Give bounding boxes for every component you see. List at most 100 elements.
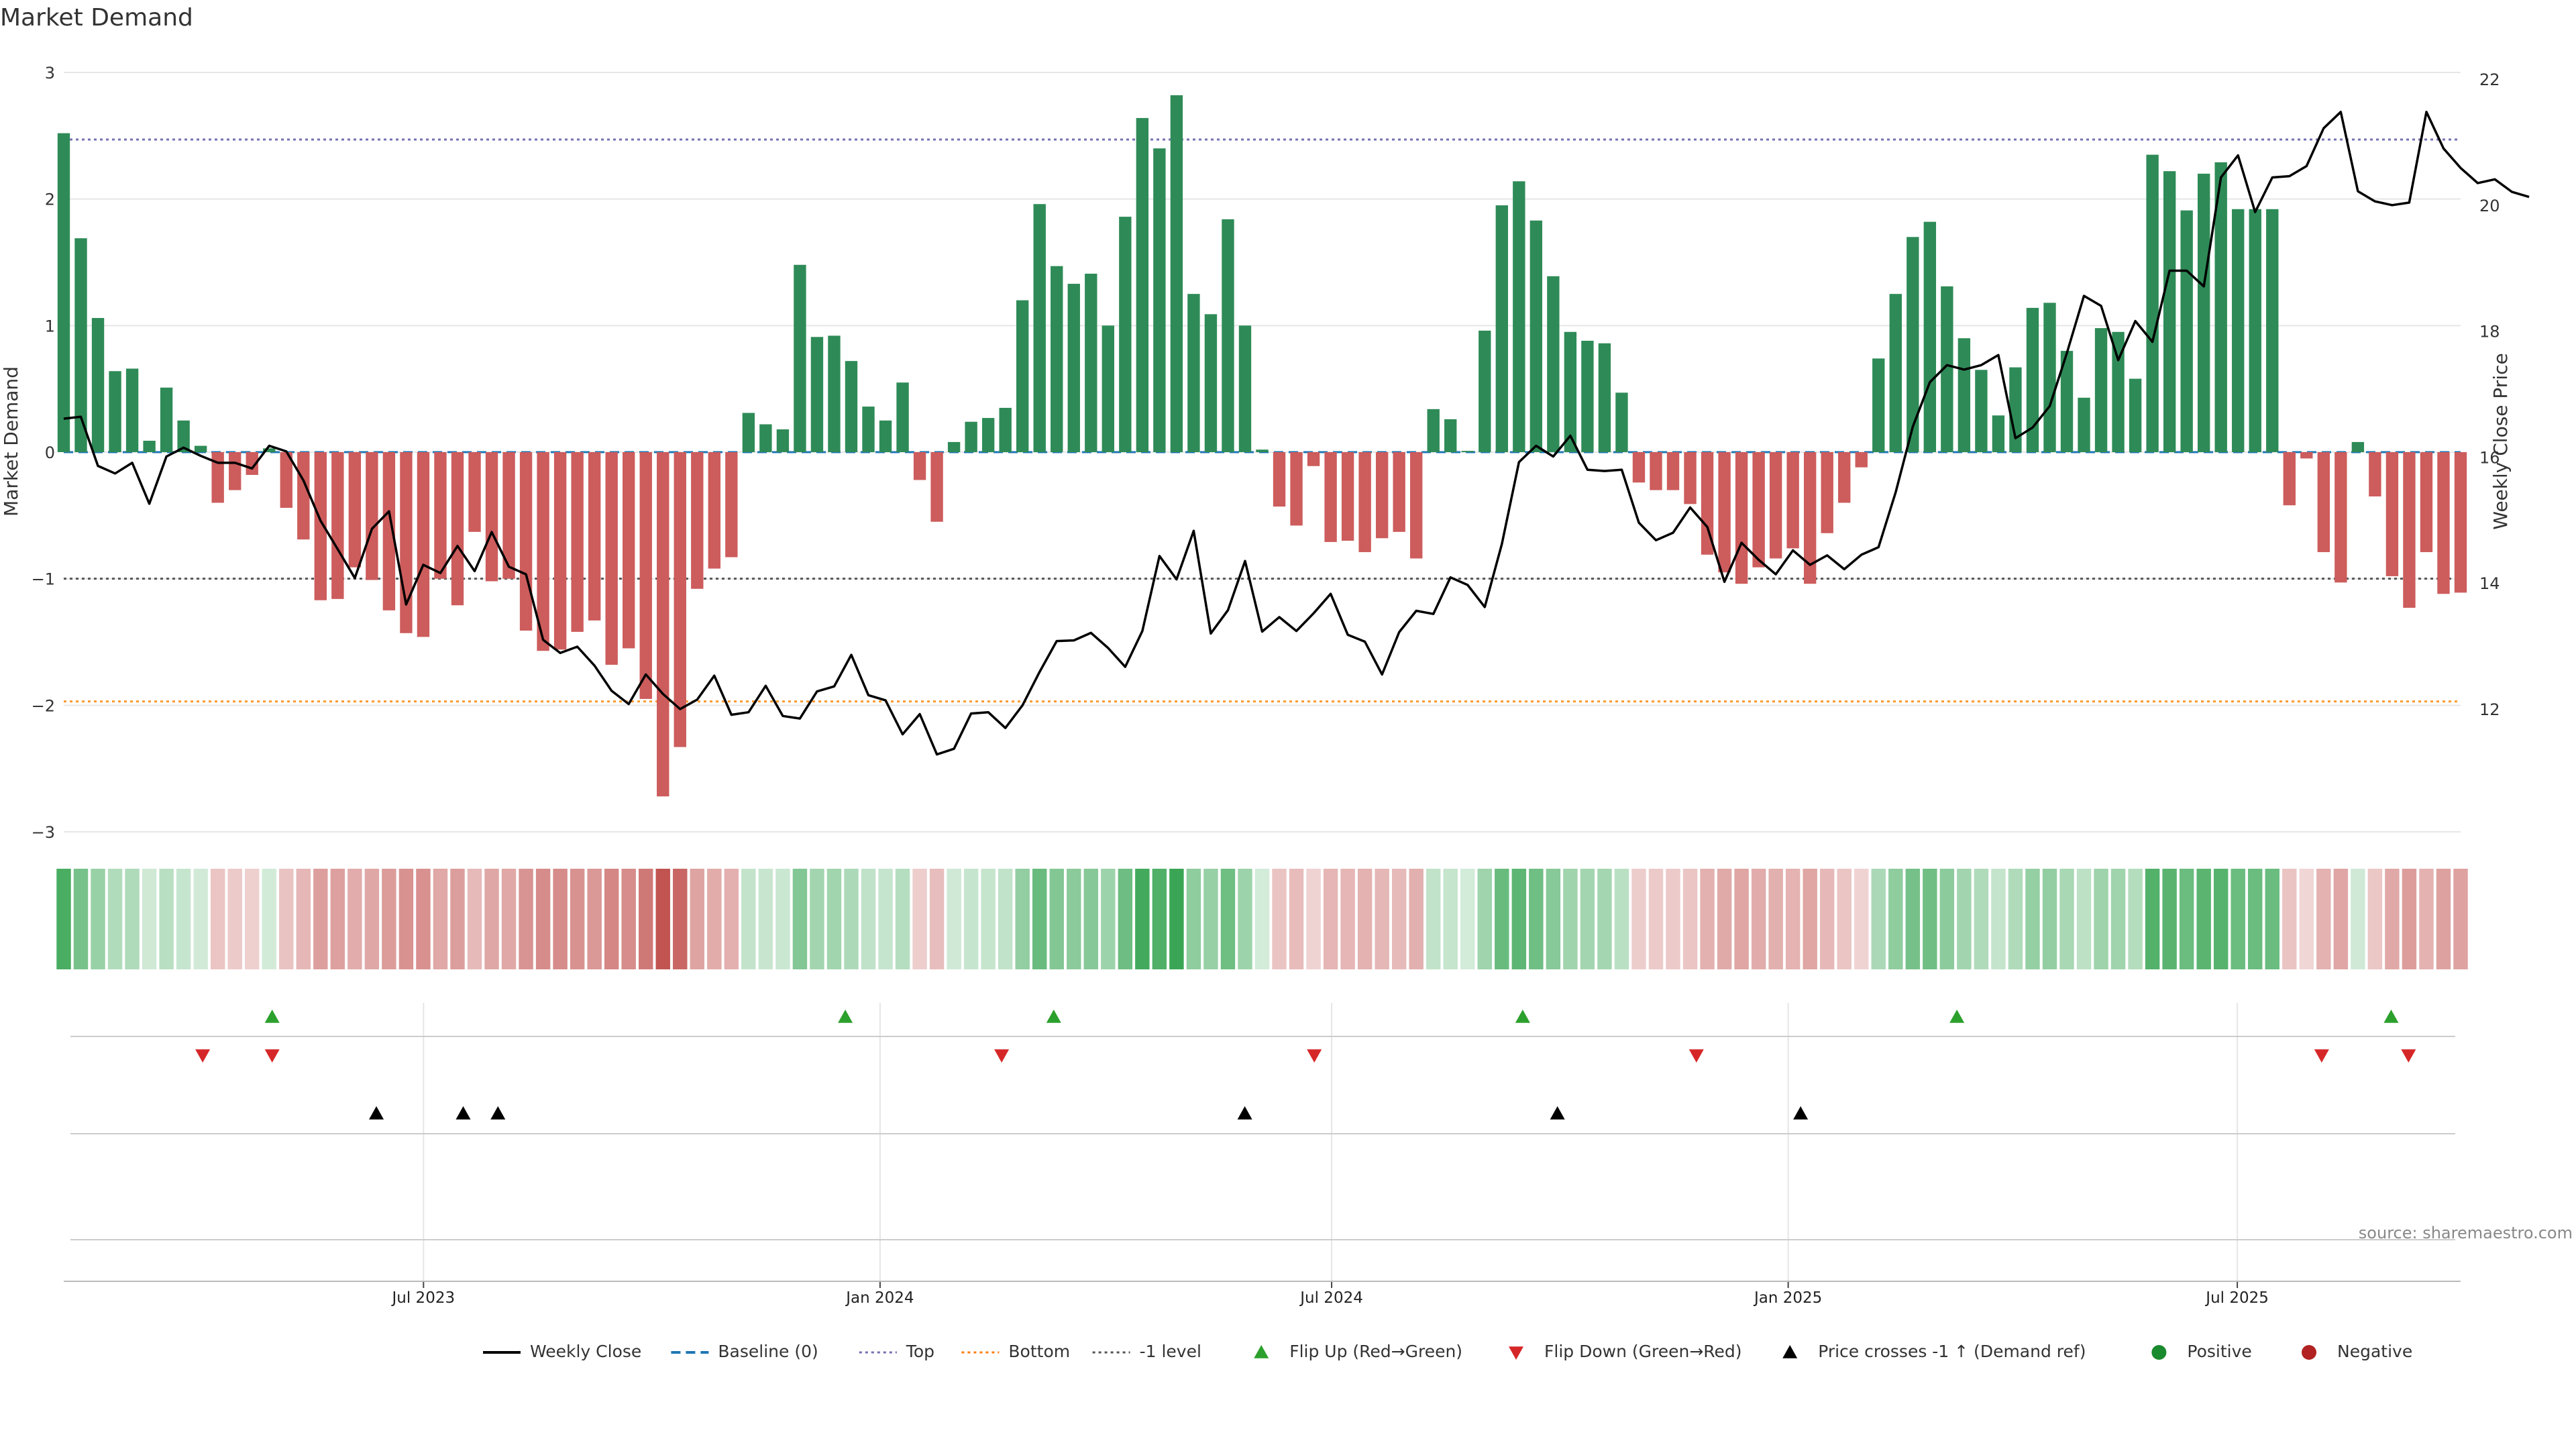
heat-cell — [398, 869, 414, 969]
heat-cell — [1631, 869, 1646, 969]
heat-cell — [1118, 869, 1133, 969]
heat-cell — [604, 869, 619, 969]
heat-cell — [1682, 869, 1698, 969]
demand-bar — [1701, 452, 1714, 555]
heat-cell — [364, 869, 380, 969]
demand-bar — [1222, 219, 1234, 452]
heat-cell — [467, 869, 482, 969]
demand-bar — [1975, 370, 1988, 452]
heat-cell — [673, 869, 688, 969]
demand-bar — [1803, 452, 1817, 584]
legend-item: Negative — [2302, 1342, 2412, 1361]
demand-bar — [74, 238, 87, 452]
demand-bar — [2351, 441, 2365, 452]
heat-cell — [2094, 869, 2108, 969]
demand-bar — [553, 452, 567, 650]
demand-bar — [725, 452, 738, 557]
heat-cell — [56, 869, 71, 969]
demand-bar — [913, 452, 926, 480]
heat-cell — [535, 869, 551, 969]
heat-cell — [2248, 869, 2263, 969]
demand-bar — [2266, 209, 2279, 452]
demand-bar — [1051, 266, 1063, 452]
demand-heat-strip — [56, 869, 2468, 969]
heat-cell — [963, 869, 979, 969]
heat-cell — [313, 869, 328, 969]
demand-bar — [2420, 452, 2433, 553]
heat-cell — [1511, 869, 1527, 969]
demand-bar — [451, 452, 464, 606]
demand-bar — [1204, 314, 1218, 452]
demand-bar — [965, 421, 977, 452]
y-axis-label: Market Demand — [0, 366, 22, 517]
flip-down-marker — [994, 1049, 1010, 1063]
demand-bar — [1718, 452, 1731, 573]
demand-bar — [417, 452, 430, 637]
heat-cell — [1991, 869, 2006, 969]
legend-label: Positive — [2187, 1342, 2251, 1361]
price-cross-marker — [490, 1106, 506, 1120]
price-cross-marker — [1793, 1106, 1809, 1120]
legend: Weekly Close Baseline (0) Top Bottom -1 leve… — [483, 1342, 2412, 1361]
demand-bar — [776, 429, 790, 452]
heat-cell — [2419, 869, 2434, 969]
legend-label: Flip Up (Red→Green) — [1289, 1342, 1462, 1361]
demand-bar — [810, 337, 824, 452]
heat-cell — [1340, 869, 1355, 969]
heat-cell — [2008, 869, 2023, 969]
heat-cell — [639, 869, 653, 969]
heat-cell — [2196, 869, 2211, 969]
heat-cell — [1049, 869, 1064, 969]
heat-cell — [1238, 869, 1252, 969]
demand-bar — [2385, 452, 2399, 576]
heat-cell — [1614, 869, 1629, 969]
flip-down-marker — [1307, 1049, 1322, 1063]
heat-cell — [1717, 869, 1732, 969]
demand-bar — [1752, 452, 1765, 568]
heat-cell — [1734, 869, 1749, 969]
heat-cell — [690, 869, 705, 969]
heat-cell — [1871, 869, 1886, 969]
demand-bar — [2403, 452, 2416, 608]
heat-cell — [1597, 869, 1612, 969]
heat-cell — [142, 869, 157, 969]
flip-up-marker — [838, 1010, 853, 1023]
demand-bar — [434, 452, 447, 579]
heat-cell — [1785, 869, 1801, 969]
demand-bar — [1067, 284, 1080, 452]
x-tick-label: Jul 2025 — [2204, 1289, 2269, 1307]
legend-label: Baseline (0) — [718, 1342, 818, 1361]
demand-bar — [1838, 452, 1851, 503]
y-tick-label: −3 — [32, 823, 55, 842]
flip-down-marker — [1688, 1049, 1704, 1063]
demand-bar — [1769, 452, 1782, 559]
flip-down-marker — [264, 1049, 280, 1063]
demand-bar — [1358, 452, 1371, 553]
heat-cell — [1272, 869, 1287, 969]
demand-bar — [2317, 452, 2330, 553]
heat-cell — [570, 869, 585, 969]
heat-cell — [1289, 869, 1304, 969]
demand-bar — [708, 452, 721, 569]
heat-cell — [2145, 869, 2160, 969]
demand-bar — [1187, 294, 1200, 452]
y-tick-label: 3 — [45, 64, 55, 83]
heat-cell — [107, 869, 123, 969]
heat-cell — [1220, 869, 1236, 969]
heat-cell — [1666, 869, 1680, 969]
demand-bar — [1821, 452, 1833, 533]
price-cross-marker — [1550, 1106, 1565, 1120]
heat-cell — [878, 869, 893, 969]
demand-bar — [828, 335, 841, 452]
demand-bar — [879, 420, 892, 452]
heat-cell — [1067, 869, 1081, 969]
heat-cell — [912, 869, 927, 969]
demand-bar — [1119, 217, 1132, 452]
demand-bar — [1872, 358, 1885, 452]
demand-bar — [1941, 286, 1953, 452]
demand-bar — [537, 452, 549, 651]
y-tick-label: 0 — [45, 443, 55, 462]
heat-cell — [587, 869, 602, 969]
heat-cell — [519, 869, 533, 969]
demand-bar — [1666, 452, 1680, 490]
